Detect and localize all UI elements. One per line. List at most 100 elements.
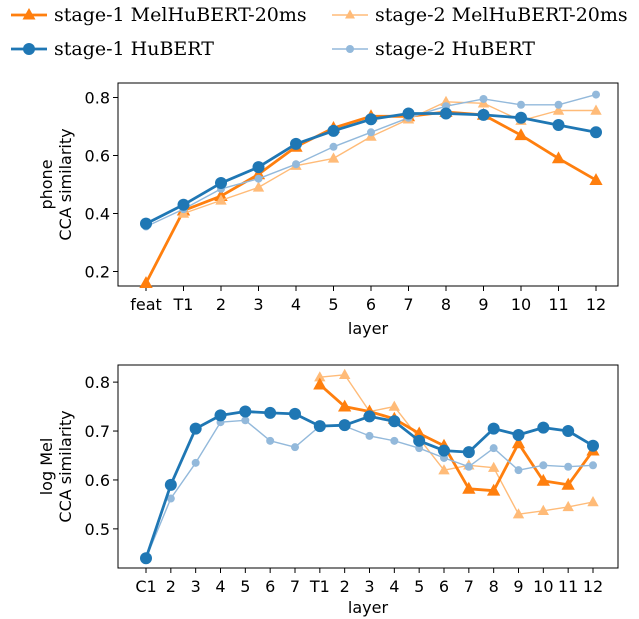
- panel2-xtick-label: C1: [135, 577, 156, 596]
- panel2-point-s2_hub: [365, 431, 374, 440]
- panel1-point-s2_hub: [367, 128, 375, 137]
- panel1-point-s1_hub: [440, 107, 452, 120]
- panel1-point-s2_hub: [517, 100, 525, 109]
- panel1-point-s1_hub: [477, 108, 490, 121]
- panel1-xaxis-label: layer: [348, 319, 389, 338]
- panel1-point-s1_hub: [177, 198, 190, 211]
- panel1-point-s2_hub: [479, 94, 488, 103]
- panel1-xtick-label: 8: [441, 295, 451, 314]
- panel1-xtick-label: feat: [130, 295, 162, 314]
- panel2-point-s2_mel: [339, 368, 351, 379]
- panel1-ytick-label: 0.4: [85, 205, 110, 224]
- panel1-xtick-label: 11: [548, 295, 568, 314]
- panel1-yaxis-label-line: phone: [37, 159, 56, 209]
- panel2-point-s1_hub: [512, 428, 525, 441]
- panel2-point-s1_hub: [587, 439, 599, 452]
- panel1-point-s2_mel: [327, 152, 340, 163]
- panel2-point-s2_hub: [241, 416, 250, 425]
- panel1-point-s1_mel: [139, 276, 153, 288]
- panel1-point-s1_hub: [552, 119, 565, 132]
- panel2-point-s1_hub: [363, 410, 376, 423]
- panel1-xtick-label: 6: [366, 295, 376, 314]
- panel2-xtick-label: 4: [389, 577, 399, 596]
- panel1-point-s2_mel: [552, 104, 565, 115]
- panel2-xtick-label: 2: [166, 577, 176, 596]
- panel1-point-s1_hub: [215, 177, 227, 190]
- legend-label-stage1-hubert: stage-1 HuBERT: [54, 38, 214, 60]
- panel2-point-s2_hub: [390, 436, 399, 445]
- legend-swatch-stage2-hubert-icon: [332, 45, 368, 53]
- panel2-point-s1_hub: [164, 478, 177, 491]
- panel2-point-s1_hub: [338, 419, 351, 432]
- panel2-point-s1_mel: [511, 436, 526, 449]
- panel2-point-s1_hub: [264, 406, 277, 419]
- panel2-point-s2_mel: [438, 464, 450, 475]
- panel1-xtick-label: 5: [328, 295, 338, 314]
- panel1-yaxis-label-line: CCA similarity: [56, 128, 75, 240]
- panel1-series-line-s2_mel: [183, 101, 596, 215]
- panel2-point-s2_hub: [589, 461, 597, 470]
- legend-swatch-stage2-melhubert-icon: [332, 9, 368, 19]
- panel2-point-s1_mel: [412, 426, 426, 439]
- panel2-xtick-label: 12: [583, 577, 603, 596]
- panel2-xtick-label: 10: [533, 577, 553, 596]
- panel1-xtick-label: 4: [291, 295, 301, 314]
- panel2-point-s1_hub: [438, 444, 450, 457]
- panel2-point-s1_hub: [189, 422, 202, 435]
- panel2-xtick-label: 9: [513, 577, 523, 596]
- panel2-point-s1_hub: [462, 446, 475, 459]
- panel2-axes-frame: [117, 364, 619, 569]
- panel2-xtick-label: 8: [489, 577, 499, 596]
- panel2-series-line-s1_mel: [318, 383, 595, 493]
- panel1-point-s1_hub: [515, 111, 527, 124]
- panel2-point-s2_mel: [388, 400, 400, 411]
- panel2-point-s2_mel: [537, 504, 549, 515]
- legend-swatch-stage1-hubert-icon: [11, 43, 47, 55]
- panel1-point-s2_hub: [292, 160, 300, 169]
- panel1-point-s1_hub: [252, 161, 265, 174]
- panel2-xtick-label: 5: [240, 577, 250, 596]
- panel2-point-s2_mel: [562, 500, 574, 512]
- panel2-point-s2_hub: [191, 458, 200, 467]
- panel1-xtick-label: 3: [253, 295, 263, 314]
- panel2-point-s2_hub: [291, 443, 299, 452]
- panel1-xtick-label: 10: [511, 295, 531, 314]
- panel2-point-s2_hub: [166, 494, 175, 503]
- legend-label-stage2-melhubert: stage-2 MelHuBERT-20ms: [375, 4, 628, 26]
- panel2-series-line-s2_mel: [319, 374, 594, 515]
- panel2-point-s1_hub: [413, 434, 426, 447]
- panel2-point-s1_hub: [487, 422, 500, 435]
- panel1-point-s2_mel: [590, 104, 602, 115]
- panel2-xtick-label: 3: [191, 577, 201, 596]
- panel1-xtick-label: 12: [586, 295, 606, 314]
- panel1-point-s1_mel: [589, 173, 603, 185]
- panel2-point-s2_mel: [512, 508, 525, 519]
- panel1-ytick-label: 0.2: [85, 263, 110, 282]
- legend-item-stage2-melhubert: stage-2 MelHuBERT-20ms: [331, 2, 628, 28]
- panel2-point-s1_hub: [140, 552, 152, 565]
- panel2-xtick-label: 6: [439, 577, 449, 596]
- panel2-xtick-label: 7: [464, 577, 474, 596]
- panel2-point-s1_hub: [214, 409, 227, 422]
- panel1-point-s1_mel: [514, 128, 528, 141]
- panel2-point-s1_mel: [313, 377, 327, 390]
- panel2-point-s1_mel: [561, 477, 575, 490]
- panel2-ytick-label: 0.7: [85, 422, 110, 441]
- panel2-point-s2_mel: [314, 371, 326, 382]
- panel1-point-s2_hub: [329, 142, 338, 151]
- panel2-point-s2_mel: [587, 496, 599, 507]
- panel2-xtick-label: 3: [364, 577, 374, 596]
- panel2-point-s2_hub: [464, 462, 473, 471]
- legend-item-stage2-hubert: stage-2 HuBERT: [331, 36, 535, 62]
- panel2-point-s1_hub: [239, 405, 252, 418]
- panel2-xtick-label: 11: [558, 577, 578, 596]
- panel2-ytick-label: 0.6: [85, 471, 110, 490]
- panel1-point-s2_mel: [252, 181, 265, 192]
- legend: stage-1 MelHuBERT-20ms stage-2 MelHuBERT…: [0, 0, 639, 80]
- panel2-point-s1_mel: [338, 399, 352, 412]
- panel2-xtick-label: 7: [290, 577, 300, 596]
- panel1-ytick-label: 0.8: [85, 89, 110, 108]
- panel2-point-s1_mel: [536, 473, 550, 486]
- panel2-xtick-label: T1: [309, 577, 330, 596]
